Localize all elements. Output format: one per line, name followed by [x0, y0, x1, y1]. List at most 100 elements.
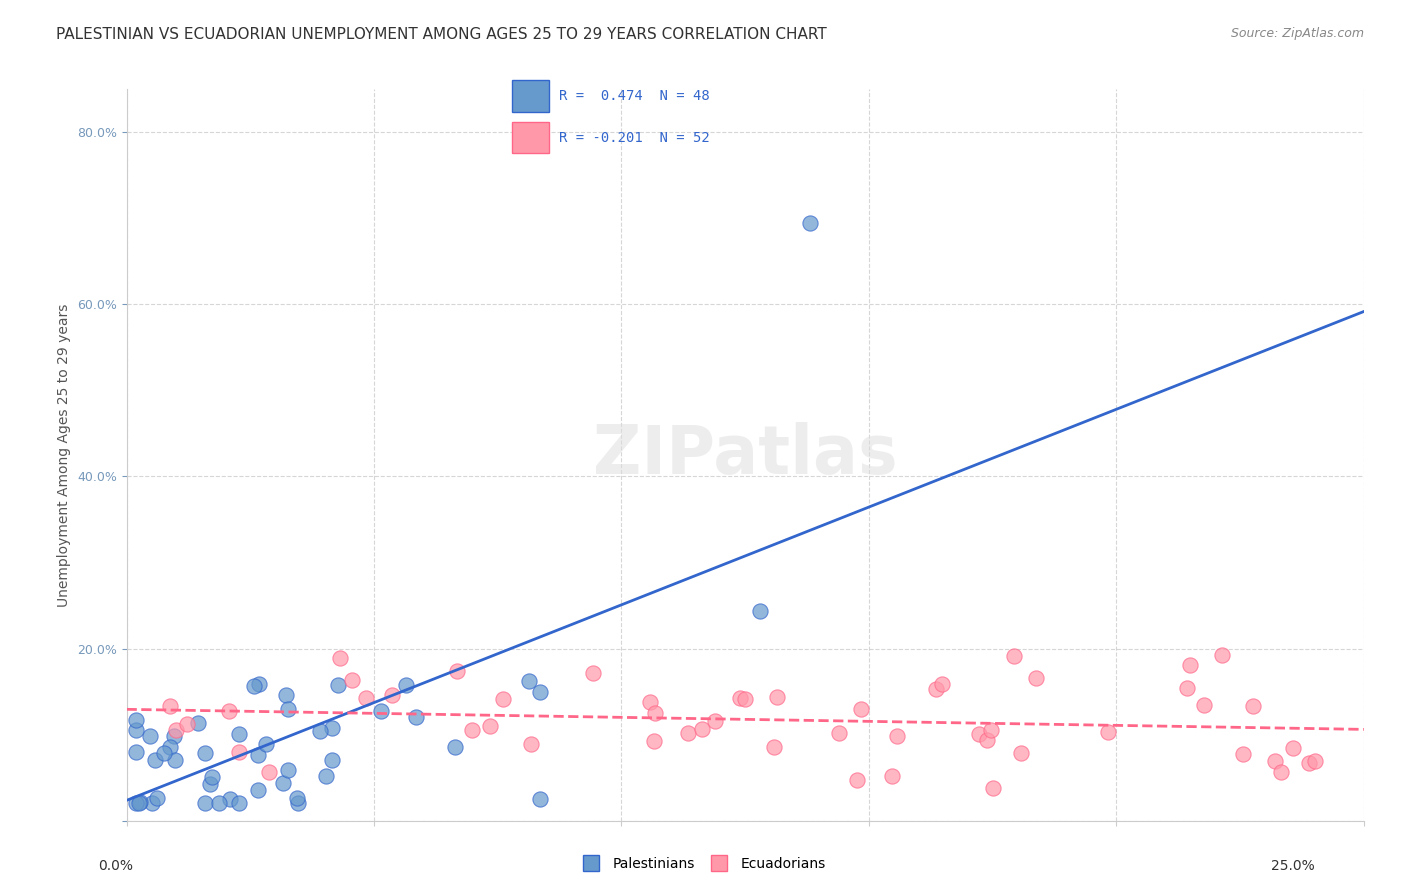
- Ecuadorians: [644, 706, 666, 720]
- Ecuadorians: [159, 698, 181, 713]
- Palestinians: [194, 747, 217, 761]
- Palestinians: [405, 709, 427, 723]
- Ecuadorians: [981, 780, 1004, 795]
- Palestinians: [208, 797, 231, 811]
- Palestinians: [309, 724, 332, 739]
- Ecuadorians: [381, 688, 404, 702]
- Ecuadorians: [218, 704, 240, 718]
- Ecuadorians: [340, 673, 363, 687]
- FancyBboxPatch shape: [512, 80, 550, 112]
- Ecuadorians: [519, 737, 541, 751]
- Palestinians: [321, 722, 343, 736]
- Text: R = -0.201  N = 52: R = -0.201 N = 52: [558, 131, 710, 145]
- Palestinians: [129, 795, 152, 809]
- Ecuadorians: [730, 690, 752, 705]
- Ecuadorians: [638, 695, 661, 709]
- Ecuadorians: [356, 690, 378, 705]
- Palestinians: [201, 770, 224, 784]
- Ecuadorians: [478, 719, 501, 733]
- Ecuadorians: [1002, 649, 1025, 664]
- Ecuadorians: [886, 729, 908, 743]
- Palestinians: [285, 790, 308, 805]
- Palestinians: [277, 701, 299, 715]
- Ecuadorians: [762, 739, 785, 754]
- Ecuadorians: [1178, 657, 1201, 672]
- Palestinians: [165, 753, 187, 767]
- Ecuadorians: [329, 650, 352, 665]
- Ecuadorians: [690, 722, 713, 736]
- Ecuadorians: [492, 692, 515, 706]
- Ecuadorians: [845, 772, 868, 787]
- Ecuadorians: [1192, 698, 1215, 712]
- Palestinians: [394, 677, 416, 691]
- Palestinians: [247, 677, 270, 691]
- Palestinians: [274, 688, 297, 702]
- Ecuadorians: [1232, 747, 1254, 761]
- Y-axis label: Unemployment Among Ages 25 to 29 years: Unemployment Among Ages 25 to 29 years: [58, 303, 72, 607]
- Ecuadorians: [1264, 754, 1286, 768]
- Ecuadorians: [643, 734, 665, 748]
- Ecuadorians: [1303, 754, 1326, 768]
- Palestinians: [529, 792, 551, 806]
- Ecuadorians: [1270, 765, 1292, 780]
- Palestinians: [162, 729, 184, 743]
- Palestinians: [254, 738, 277, 752]
- Ecuadorians: [176, 716, 198, 731]
- Palestinians: [315, 769, 337, 783]
- Palestinians: [799, 216, 821, 230]
- Palestinians: [748, 604, 770, 618]
- Text: PALESTINIAN VS ECUADORIAN UNEMPLOYMENT AMONG AGES 25 TO 29 YEARS CORRELATION CHA: PALESTINIAN VS ECUADORIAN UNEMPLOYMENT A…: [56, 27, 827, 42]
- Palestinians: [326, 678, 349, 692]
- Ecuadorians: [1282, 740, 1305, 755]
- Palestinians: [141, 797, 163, 811]
- Text: ZIPatlas: ZIPatlas: [593, 422, 897, 488]
- Ecuadorians: [703, 714, 725, 728]
- Ecuadorians: [676, 726, 699, 740]
- Palestinians: [287, 797, 309, 811]
- Text: 25.0%: 25.0%: [1271, 859, 1315, 872]
- Palestinians: [187, 715, 209, 730]
- Ecuadorians: [925, 682, 948, 697]
- Ecuadorians: [1243, 699, 1265, 714]
- Palestinians: [152, 747, 174, 761]
- Ecuadorians: [828, 726, 851, 740]
- Ecuadorians: [1097, 724, 1119, 739]
- Text: Source: ZipAtlas.com: Source: ZipAtlas.com: [1230, 27, 1364, 40]
- Ecuadorians: [931, 676, 953, 690]
- Text: 0.0%: 0.0%: [98, 859, 134, 872]
- Ecuadorians: [165, 723, 187, 737]
- Ecuadorians: [967, 727, 990, 741]
- Palestinians: [517, 673, 540, 688]
- Palestinians: [277, 763, 299, 777]
- Palestinians: [146, 790, 169, 805]
- Ecuadorians: [980, 723, 1002, 737]
- Ecuadorians: [461, 723, 484, 738]
- Palestinians: [200, 777, 222, 791]
- Palestinians: [370, 704, 392, 718]
- Ecuadorians: [228, 745, 250, 759]
- Ecuadorians: [446, 664, 468, 678]
- Ecuadorians: [765, 690, 787, 705]
- Ecuadorians: [582, 666, 605, 681]
- Palestinians: [138, 729, 160, 743]
- Palestinians: [193, 797, 215, 811]
- Ecuadorians: [1175, 681, 1198, 696]
- Palestinians: [243, 679, 266, 693]
- Text: R =  0.474  N = 48: R = 0.474 N = 48: [558, 89, 710, 103]
- Palestinians: [444, 740, 467, 755]
- Ecuadorians: [1211, 648, 1233, 663]
- Palestinians: [529, 685, 551, 699]
- Palestinians: [128, 797, 150, 811]
- Ecuadorians: [849, 702, 872, 716]
- Palestinians: [228, 797, 250, 811]
- Ecuadorians: [880, 770, 903, 784]
- Palestinians: [125, 713, 148, 727]
- FancyBboxPatch shape: [512, 122, 550, 153]
- Palestinians: [246, 747, 269, 762]
- Palestinians: [159, 740, 181, 755]
- Ecuadorians: [1025, 671, 1047, 685]
- Ecuadorians: [259, 764, 281, 779]
- Legend: Palestinians, Ecuadorians: Palestinians, Ecuadorians: [575, 851, 831, 876]
- Palestinians: [143, 753, 166, 767]
- Palestinians: [271, 775, 294, 789]
